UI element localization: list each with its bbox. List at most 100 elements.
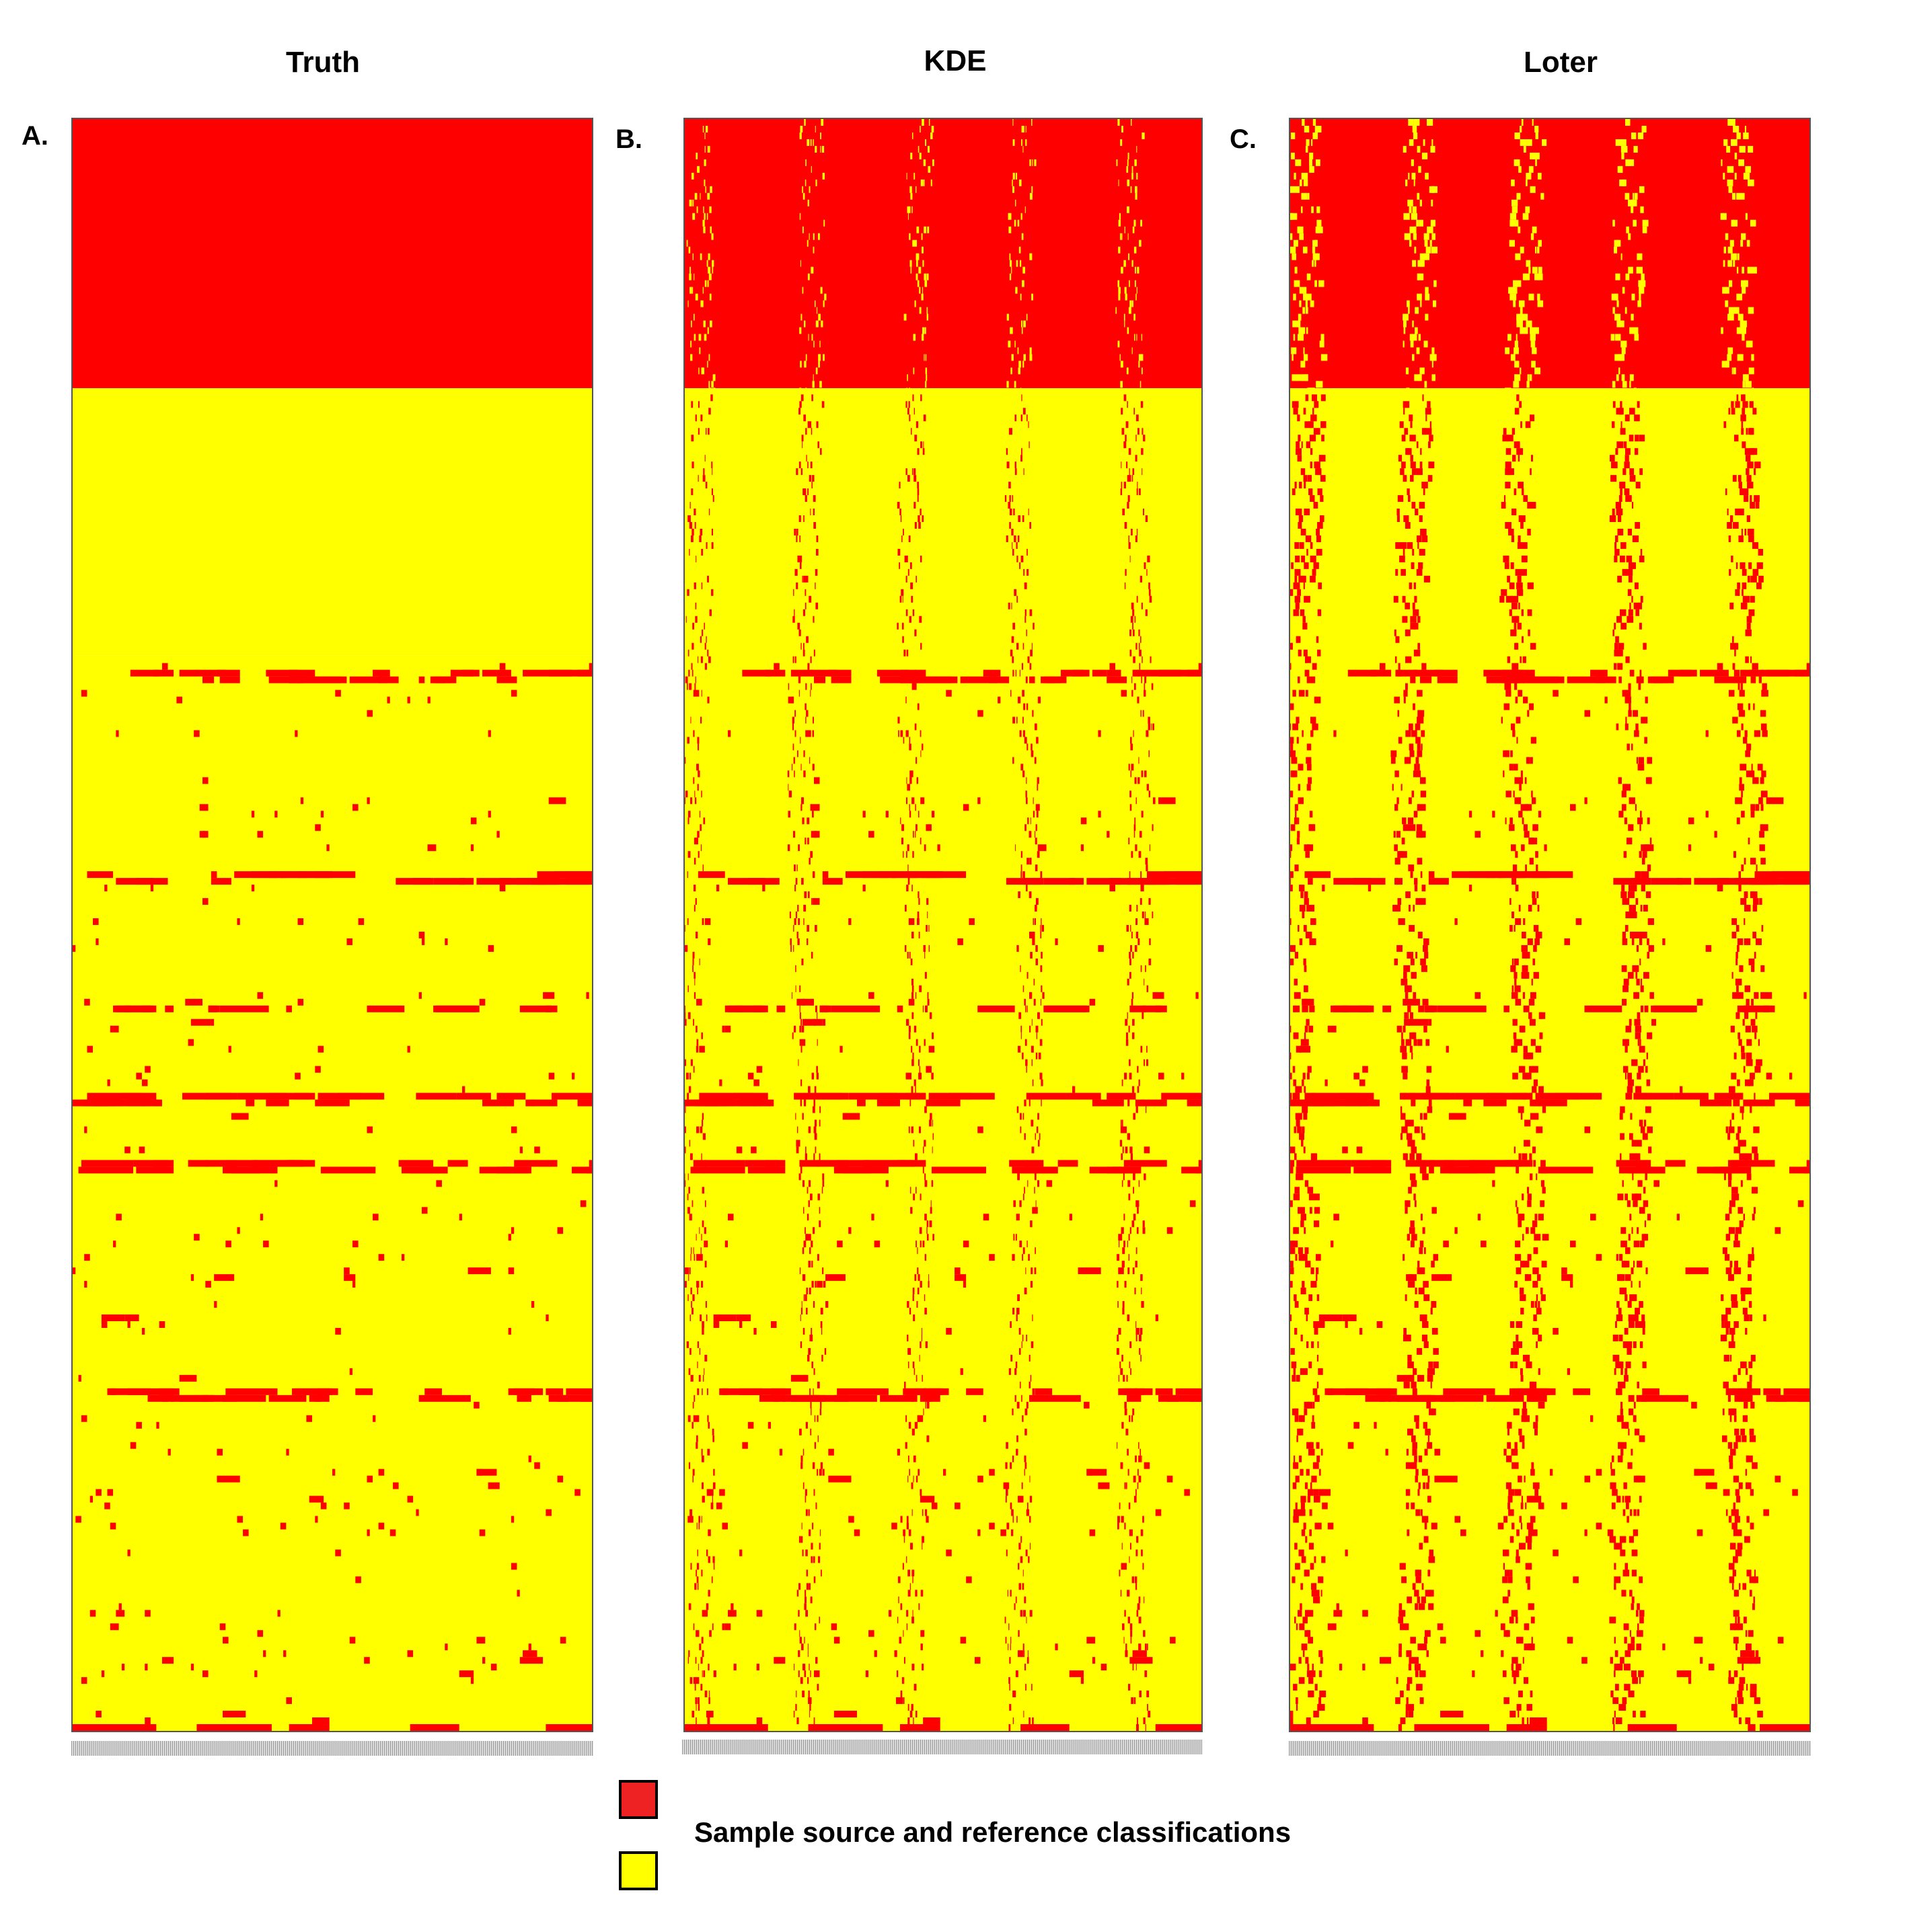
band-cell-r35-b4-1 bbox=[1119, 354, 1121, 361]
cell-source-r187-0 bbox=[790, 1374, 809, 1382]
band-cell-r144-b0-1 bbox=[1304, 1086, 1306, 1093]
band-cell-r233-b0-0 bbox=[700, 1684, 703, 1691]
band-cell-r89-b0-2 bbox=[700, 716, 702, 724]
band-cell-r65-b3-1 bbox=[1020, 555, 1024, 562]
band-cell-r4-b2-0 bbox=[1523, 145, 1526, 153]
band-cell-r112-b4-2 bbox=[1738, 871, 1742, 879]
band-cell-r2-b2-3 bbox=[1514, 132, 1520, 139]
cell-source-r135-0 bbox=[110, 1025, 114, 1033]
cell-source-r132-6 bbox=[165, 1005, 174, 1012]
cell-source-r172-0 bbox=[802, 1274, 806, 1281]
band-cell-r153-b3-1 bbox=[1648, 1146, 1652, 1154]
band-cell-r20-b0-0 bbox=[700, 253, 702, 260]
cell-source-r156-7 bbox=[1789, 1166, 1809, 1174]
cell-source-r180-1 bbox=[753, 1328, 757, 1335]
band-cell-r79-b4-0 bbox=[1139, 649, 1142, 657]
band-cell-r138-b1-0 bbox=[1409, 1045, 1413, 1053]
band-cell-r18-b1-0 bbox=[807, 239, 809, 247]
band-cell-r52-b3-2 bbox=[1629, 468, 1635, 476]
band-cell-r66-b0-3 bbox=[1291, 562, 1294, 569]
band-cell-r125-b0-3 bbox=[1290, 958, 1294, 965]
cell-source-r81-0 bbox=[1806, 663, 1809, 670]
band-cell-r170-b4-2 bbox=[1135, 1261, 1137, 1268]
band-cell-r18-b2-0 bbox=[1538, 239, 1542, 247]
cell-source-r178-2 bbox=[713, 1314, 737, 1322]
cell-source-r232-0 bbox=[1688, 1677, 1692, 1684]
cell-source-r145-3 bbox=[1492, 1092, 1533, 1100]
cell-source-r153-0 bbox=[1342, 1146, 1348, 1154]
band-cell-r80-b4-2 bbox=[1133, 656, 1135, 663]
band-cell-r224-b3-0 bbox=[1008, 1623, 1010, 1631]
band-cell-r42-b4-1 bbox=[1749, 401, 1754, 408]
band-cell-r17-b2-0 bbox=[1530, 233, 1534, 240]
band-cell-r225-b2-0 bbox=[922, 1630, 925, 1637]
cell-source-r158-1 bbox=[1492, 1180, 1495, 1187]
band-cell-r41-b1-1 bbox=[800, 394, 804, 402]
band-cell-r16-b2-1 bbox=[927, 226, 930, 233]
panel-title-truth: Truth bbox=[286, 46, 360, 79]
cell-source-r239-5 bbox=[75, 1724, 114, 1731]
band-cell-r32-b0-1 bbox=[1320, 334, 1324, 341]
band-cell-r111-b2-0 bbox=[1525, 864, 1527, 872]
band-cell-r95-b2-2 bbox=[1526, 757, 1530, 764]
cell-source-r155-0 bbox=[1731, 1160, 1775, 1167]
cell-source-r237-1 bbox=[833, 1711, 857, 1718]
band-cell-r26-b1-3 bbox=[1425, 293, 1430, 301]
band-cell-r137-b1-1 bbox=[1425, 1039, 1430, 1046]
band-cell-r49-b2-0 bbox=[922, 448, 925, 455]
band-cell-r76-b2-0 bbox=[1528, 629, 1530, 636]
band-cell-r55-b1-2 bbox=[802, 488, 805, 496]
band-cell-r147-b4-2 bbox=[1740, 1106, 1744, 1113]
band-cell-r106-b4-0 bbox=[1759, 831, 1764, 838]
band-cell-r9-b2-1 bbox=[1511, 179, 1515, 186]
band-cell-r62-b4-1 bbox=[1128, 535, 1129, 542]
band-cell-r52-b2-0 bbox=[913, 468, 916, 476]
band-cell-r13-b3-1 bbox=[1640, 206, 1644, 213]
band-cell-r125-b2-0 bbox=[1532, 958, 1536, 965]
band-cell-r23-b3-2 bbox=[1615, 273, 1620, 281]
cell-source-r173-1 bbox=[1423, 1281, 1429, 1288]
band-cell-r141-b4-1 bbox=[1754, 1066, 1761, 1073]
band-cell-r21-b0-3 bbox=[1312, 260, 1314, 267]
band-cell-r121-b3-0 bbox=[1040, 931, 1042, 938]
band-cell-r2-b0-2 bbox=[1312, 132, 1318, 139]
band-cell-r17-b0-2 bbox=[711, 233, 714, 240]
band-cell-r168-b4-1 bbox=[1135, 1247, 1137, 1255]
band-cell-r46-b4-3 bbox=[1748, 428, 1753, 435]
band-cell-r58-b3-1 bbox=[1009, 509, 1012, 516]
band-cell-r141-b2-1 bbox=[1529, 1066, 1533, 1073]
band-cell-r130-b4-1 bbox=[1131, 992, 1134, 999]
band-cell-r47-b1-1 bbox=[1429, 435, 1433, 442]
cell-source-r119-0 bbox=[908, 918, 915, 925]
band-cell-r61-b3-2 bbox=[1627, 528, 1632, 535]
band-cell-r147-b1-3 bbox=[1400, 1106, 1403, 1113]
band-cell-r28-b1-2 bbox=[1415, 307, 1419, 314]
band-cell-r212-b1-0 bbox=[811, 1543, 813, 1550]
cell-source-r119-0 bbox=[1515, 918, 1522, 925]
cell-source-r112-2 bbox=[845, 871, 897, 879]
band-cell-r181-b1-2 bbox=[811, 1334, 813, 1341]
band-cell-r105-b3-2 bbox=[1035, 824, 1037, 831]
band-cell-r6-b1-1 bbox=[805, 159, 807, 166]
band-cell-r140-b4-3 bbox=[1748, 1059, 1753, 1066]
band-cell-r205-b3-1 bbox=[1005, 1495, 1007, 1503]
band-cell-r92-b2-2 bbox=[909, 737, 911, 744]
band-cell-r17-b4-0 bbox=[1725, 233, 1729, 240]
band-cell-r37-b3-2 bbox=[1618, 367, 1620, 375]
cell-source-r156-13 bbox=[1618, 1166, 1659, 1174]
band-cell-r193-b4-1 bbox=[1129, 1415, 1131, 1422]
band-cell-r147-b1-0 bbox=[819, 1106, 821, 1113]
band-cell-r121-b3-2 bbox=[1629, 931, 1637, 938]
band-cell-r51-b3-0 bbox=[1624, 461, 1629, 469]
cell-source-r82-11 bbox=[876, 669, 909, 677]
band-cell-r138-b0-2 bbox=[696, 1045, 699, 1053]
band-cell-r139-b3-0 bbox=[1646, 1052, 1648, 1060]
cell-source-r114-0 bbox=[1717, 885, 1723, 892]
band-cell-r30-b2-1 bbox=[1516, 320, 1523, 328]
band-cell-r89-b2-0 bbox=[1516, 716, 1521, 724]
cell-source-r122-2 bbox=[445, 938, 448, 945]
cell-source-r153-2 bbox=[534, 1146, 540, 1154]
band-cell-r15-b4-2 bbox=[1750, 219, 1756, 227]
band-cell-r114-b4-1 bbox=[1738, 885, 1742, 892]
band-cell-r19-b0-0 bbox=[688, 246, 691, 254]
